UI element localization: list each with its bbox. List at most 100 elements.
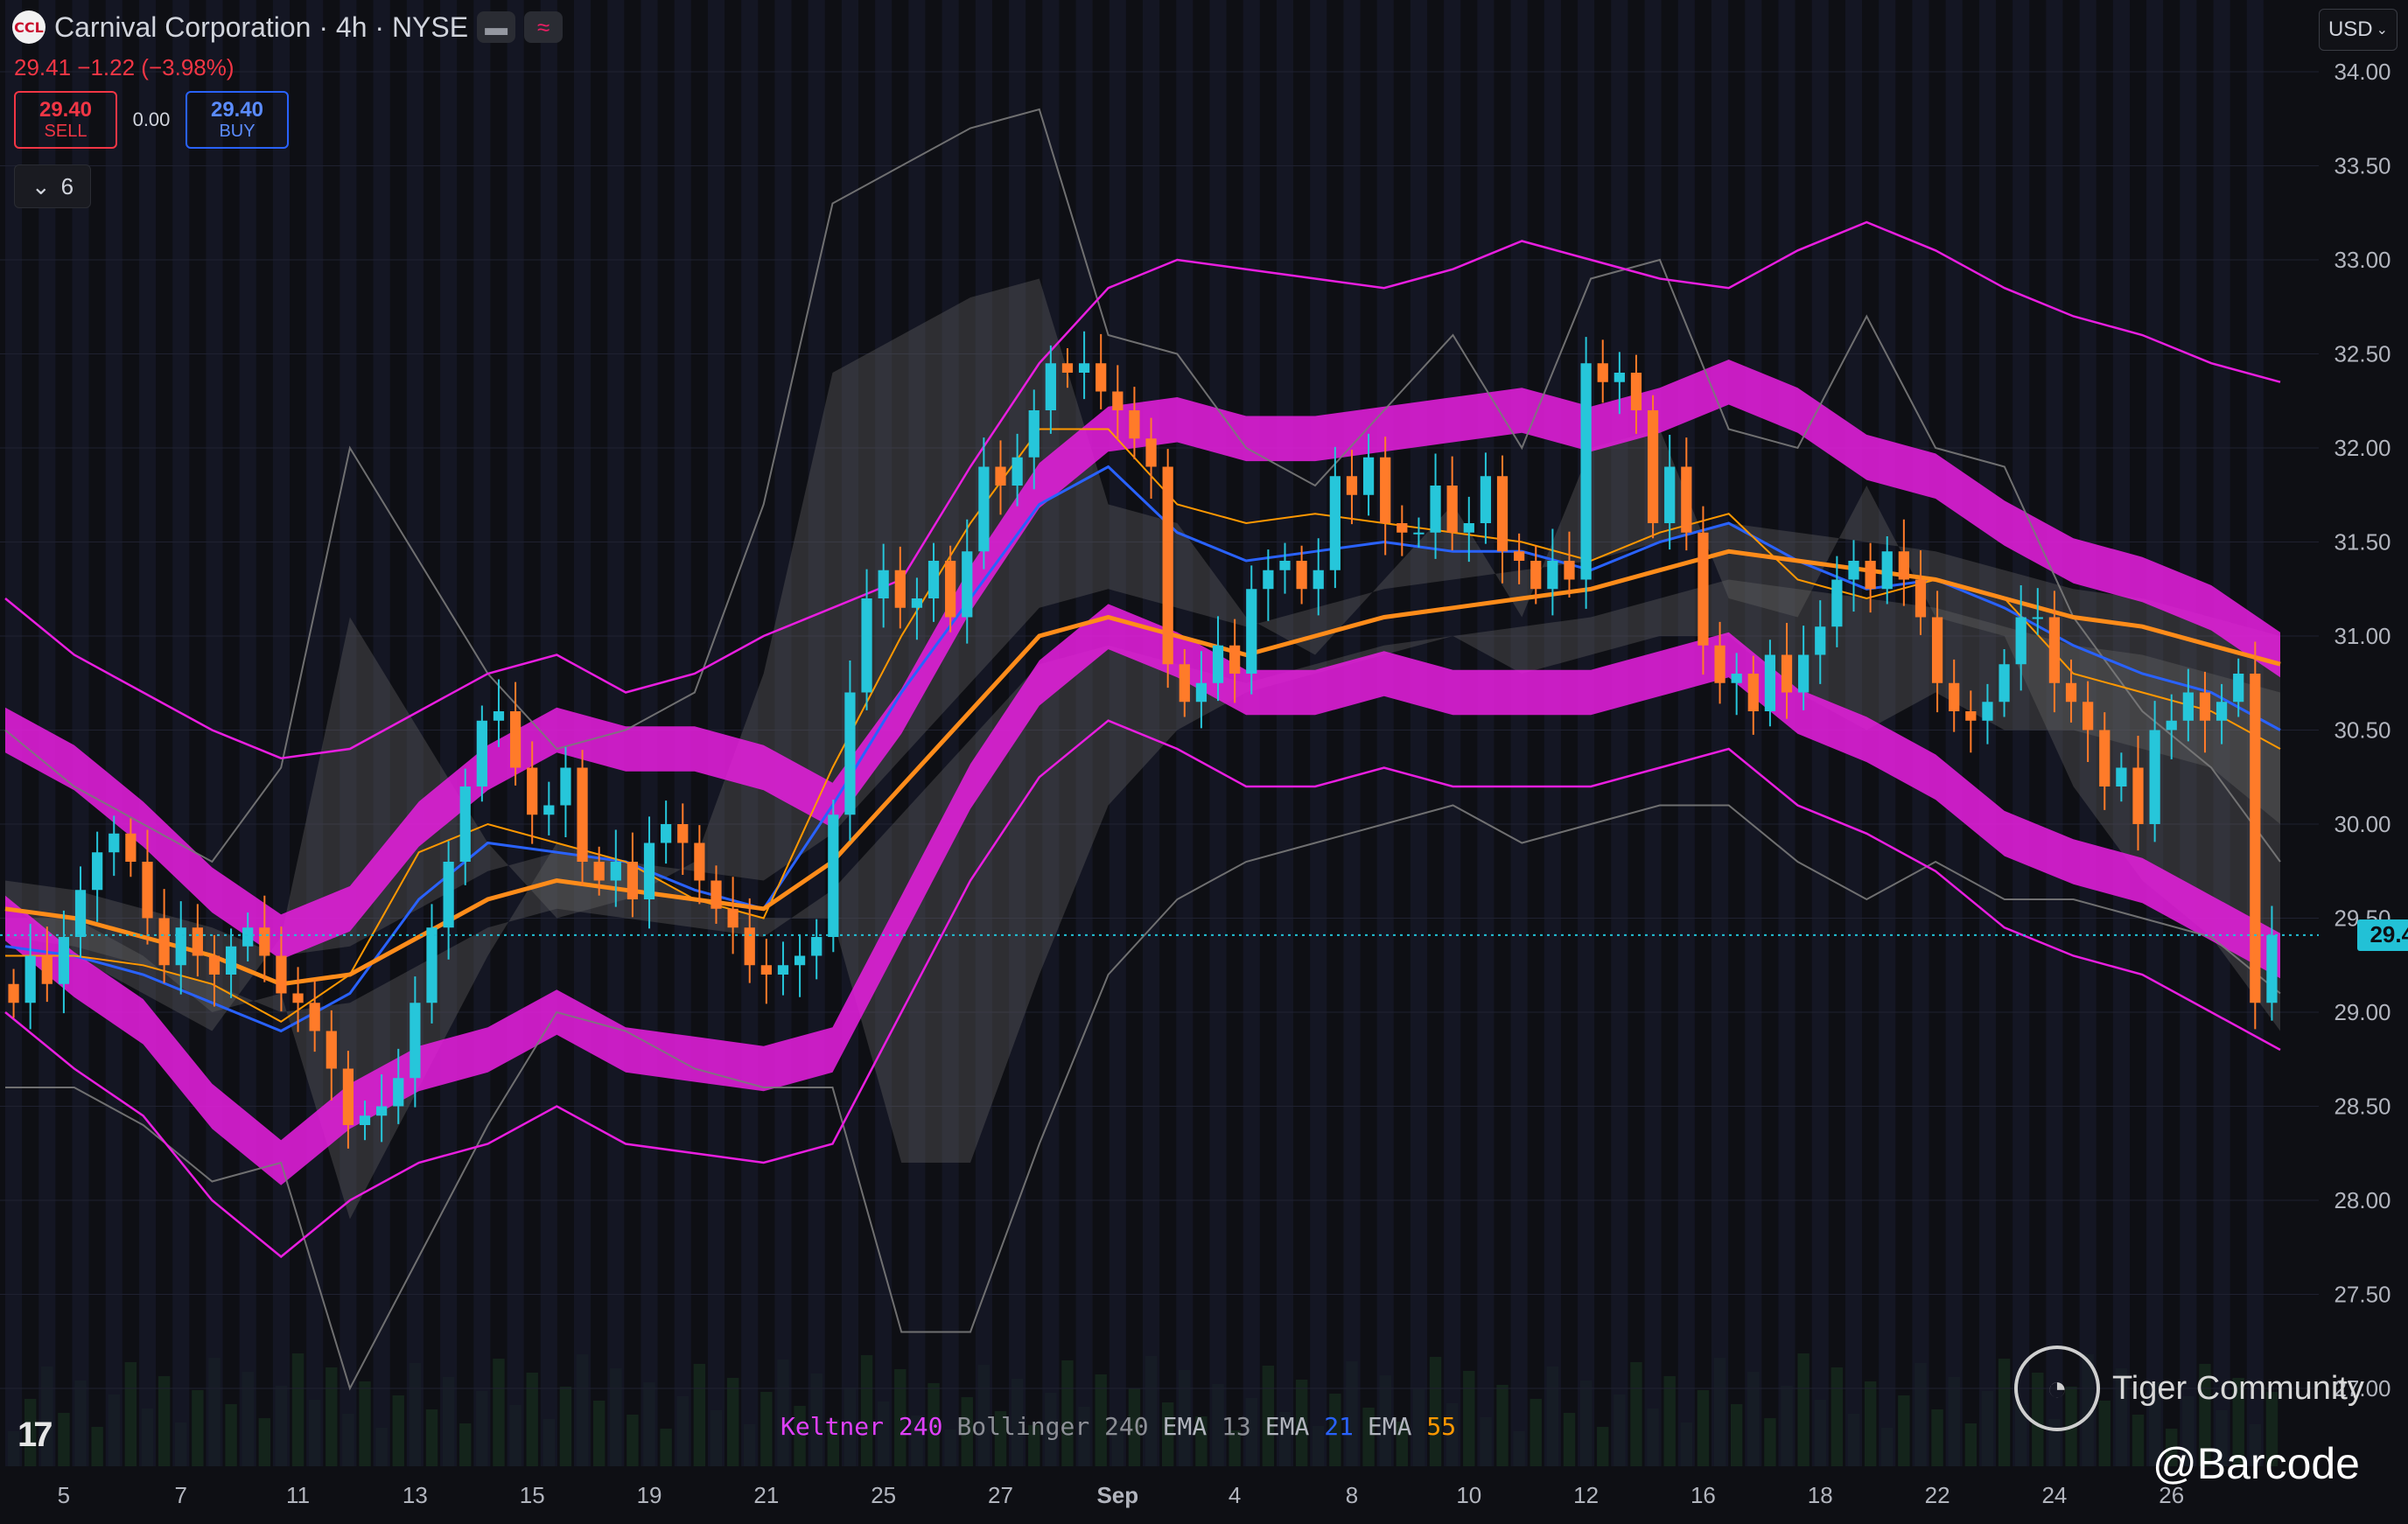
candle-up[interactable] — [410, 976, 421, 1108]
candle-up[interactable] — [2166, 694, 2177, 759]
legend-item-ema-55[interactable]: EMA 55 — [1368, 1412, 1456, 1441]
candle-down[interactable] — [1781, 622, 1793, 719]
candle-down[interactable] — [1179, 649, 1190, 717]
candle-down[interactable] — [1698, 506, 1709, 675]
candle-down[interactable] — [1229, 619, 1241, 703]
candle-down[interactable] — [744, 898, 755, 983]
candle-down[interactable] — [1346, 450, 1358, 525]
candle-up[interactable] — [459, 768, 471, 885]
candle-down[interactable] — [1914, 550, 1927, 635]
candle-up[interactable] — [911, 577, 923, 640]
candle-down[interactable] — [626, 832, 639, 918]
candle-down[interactable] — [1630, 354, 1642, 434]
candle-up[interactable] — [661, 800, 672, 864]
candle-up[interactable] — [476, 705, 487, 802]
candle-up[interactable] — [426, 904, 438, 1024]
candle-down[interactable] — [158, 889, 170, 983]
candle-up[interactable] — [560, 746, 571, 838]
candle-down[interactable] — [2065, 659, 2077, 723]
candle-up[interactable] — [175, 901, 186, 995]
candle-down[interactable] — [1129, 387, 1140, 459]
candle-up[interactable] — [1731, 653, 1742, 716]
candle-up[interactable] — [2216, 683, 2228, 745]
candle-up[interactable] — [24, 923, 36, 1030]
candle-down[interactable] — [1714, 621, 1726, 704]
candle-down[interactable] — [727, 877, 738, 954]
candle-up[interactable] — [225, 928, 237, 998]
candle-up[interactable] — [1312, 538, 1324, 616]
candle-up[interactable] — [2182, 668, 2194, 742]
candles[interactable] — [8, 331, 2278, 1149]
candle-up[interactable] — [2233, 658, 2244, 717]
candle-down[interactable] — [1096, 333, 1107, 409]
candle-down[interactable] — [1380, 437, 1391, 556]
candle-down[interactable] — [309, 979, 320, 1052]
candle-down[interactable] — [1931, 591, 1943, 713]
candle-down[interactable] — [1965, 690, 1977, 753]
candle-up[interactable] — [1212, 616, 1224, 702]
candle-up[interactable] — [2015, 584, 2026, 691]
candle-up[interactable] — [1279, 542, 1291, 594]
candle-down[interactable] — [1446, 456, 1458, 551]
candle-up[interactable] — [1263, 549, 1274, 621]
candle-down[interactable] — [1647, 395, 1659, 539]
candle-up[interactable] — [861, 569, 872, 710]
sell-button[interactable]: 29.40 SELL — [14, 91, 117, 149]
candle-down[interactable] — [2099, 712, 2110, 810]
candle-down[interactable] — [1061, 348, 1074, 388]
candle-down[interactable] — [710, 865, 722, 924]
candle-up[interactable] — [1982, 683, 1993, 745]
candle-up[interactable] — [92, 831, 103, 922]
candle-up[interactable] — [844, 660, 856, 842]
candle-down[interactable] — [1949, 659, 1960, 732]
candle-up[interactable] — [1028, 389, 1040, 490]
candle-down[interactable] — [1396, 505, 1408, 556]
candle-down[interactable] — [125, 818, 136, 877]
wave-icon[interactable]: ≈ — [524, 11, 564, 43]
candle-down[interactable] — [527, 741, 538, 844]
candle-down[interactable] — [577, 750, 588, 885]
candle-down[interactable] — [760, 939, 772, 1004]
candle-up[interactable] — [1831, 556, 1843, 647]
legend-item-ema-13[interactable]: EMA 13 — [1163, 1412, 1251, 1441]
candle-down[interactable] — [1564, 531, 1575, 598]
candle-up[interactable] — [443, 841, 454, 960]
candle-down[interactable] — [1296, 545, 1307, 605]
candle-down[interactable] — [326, 1010, 337, 1101]
candle-down[interactable] — [1681, 437, 1692, 551]
candle-up[interactable] — [1078, 331, 1090, 400]
legend-item-bollinger-240[interactable]: Bollinger 240 — [956, 1412, 1148, 1441]
price-axis-background[interactable] — [2319, 0, 2408, 1524]
candle-up[interactable] — [1246, 565, 1257, 695]
candle-down[interactable] — [276, 926, 287, 1011]
candle-down[interactable] — [1898, 519, 1909, 606]
symbol-title[interactable]: Carnival Corporation · 4h · NYSE — [54, 10, 469, 43]
buy-button[interactable]: 29.40 BUY — [186, 91, 289, 149]
candle-up[interactable] — [1664, 434, 1676, 550]
candle-up[interactable] — [794, 934, 806, 997]
time-axis-background[interactable] — [0, 1466, 2408, 1524]
candle-down[interactable] — [2082, 681, 2094, 763]
candle-down[interactable] — [593, 846, 605, 896]
candle-down[interactable] — [41, 926, 52, 1003]
candle-up[interactable] — [376, 1073, 388, 1143]
candle-up[interactable] — [108, 815, 120, 877]
candle-up[interactable] — [359, 1101, 371, 1141]
candle-up[interactable] — [1480, 452, 1492, 544]
candle-up[interactable] — [393, 1048, 404, 1124]
candle-down[interactable] — [677, 803, 689, 876]
candle-down[interactable] — [1145, 417, 1157, 500]
candle-down[interactable] — [1514, 533, 1525, 584]
candle-up[interactable] — [543, 781, 555, 835]
candle-up[interactable] — [1998, 649, 2010, 717]
candle-down[interactable] — [2199, 671, 2211, 753]
candle-up[interactable] — [978, 437, 990, 570]
candle-down[interactable] — [2048, 591, 2061, 713]
candle-up[interactable] — [610, 829, 621, 907]
candle-down[interactable] — [1530, 545, 1542, 605]
candle-down[interactable] — [1865, 542, 1876, 613]
candle-down[interactable] — [2250, 641, 2261, 1030]
candle-down[interactable] — [1747, 655, 1759, 735]
candle-up[interactable] — [828, 800, 839, 953]
